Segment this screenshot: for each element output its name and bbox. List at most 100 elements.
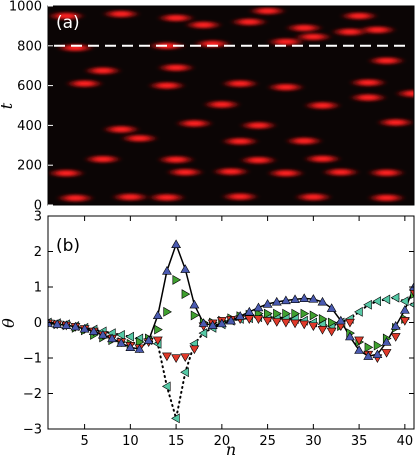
heat-spot bbox=[405, 91, 414, 96]
panel-b-xlabel: n bbox=[226, 440, 236, 459]
heat-spot bbox=[359, 80, 378, 85]
data-point-0 bbox=[280, 295, 291, 305]
heat-spot bbox=[340, 29, 359, 35]
data-point-3 bbox=[381, 294, 391, 305]
x-tick-label: 30 bbox=[305, 434, 322, 449]
data-point-0 bbox=[317, 296, 328, 306]
panel-a-y-axis: 0 200 400 600 800 1000 bbox=[9, 0, 53, 214]
heat-spot bbox=[57, 170, 76, 176]
panel-a-label: (a) bbox=[56, 13, 80, 33]
data-point-0 bbox=[363, 351, 374, 360]
panel-a: (a) 0 200 400 600 800 1000 t bbox=[0, 0, 415, 214]
heat-spot bbox=[194, 22, 213, 28]
data-point-2 bbox=[282, 308, 291, 319]
data-point-0 bbox=[107, 333, 117, 343]
data-point-0 bbox=[235, 311, 246, 320]
data-point-0 bbox=[390, 321, 401, 330]
heat-spot bbox=[75, 81, 94, 86]
heat-spot bbox=[276, 84, 295, 90]
heat-spot bbox=[350, 13, 369, 19]
data-point-0 bbox=[216, 318, 227, 328]
data-point-0 bbox=[171, 239, 182, 248]
data-point-3 bbox=[354, 306, 363, 317]
x-tick-label: 15 bbox=[168, 434, 185, 449]
heat-spot bbox=[112, 127, 131, 132]
data-point-1 bbox=[290, 319, 300, 329]
data-point-0 bbox=[299, 293, 310, 302]
heat-spot bbox=[66, 195, 85, 201]
data-point-0 bbox=[79, 323, 90, 333]
data-point-1 bbox=[244, 315, 255, 324]
heat-spot bbox=[231, 81, 250, 86]
data-point-3 bbox=[363, 299, 372, 310]
data-point-1 bbox=[189, 345, 200, 355]
data-point-2 bbox=[135, 337, 145, 347]
data-point-2 bbox=[172, 274, 182, 285]
data-point-2 bbox=[273, 308, 282, 319]
x-tick-label: 20 bbox=[214, 434, 231, 449]
data-point-1 bbox=[326, 327, 337, 337]
y-tick-label: −3 bbox=[23, 423, 42, 438]
data-point-1 bbox=[262, 317, 273, 326]
heat-spot bbox=[377, 195, 396, 201]
y-tick-label: 0 bbox=[34, 199, 42, 214]
data-point-2 bbox=[300, 308, 310, 319]
y-tick-label: 400 bbox=[17, 119, 42, 134]
data-point-2 bbox=[154, 324, 163, 335]
heat-spot bbox=[313, 103, 332, 108]
heat-spot bbox=[368, 27, 387, 33]
y-tick-label: 800 bbox=[17, 39, 42, 54]
data-point-3 bbox=[408, 301, 414, 308]
heat-spot bbox=[212, 102, 231, 107]
data-point-0 bbox=[125, 342, 136, 351]
heat-spot bbox=[93, 157, 112, 162]
heat-spot bbox=[93, 68, 112, 73]
y-tick-label: 1 bbox=[34, 281, 42, 296]
data-point-2 bbox=[264, 308, 273, 319]
data-point-0 bbox=[198, 318, 209, 327]
heat-spot bbox=[304, 194, 323, 200]
data-point-0 bbox=[134, 344, 145, 353]
data-point-0 bbox=[143, 335, 154, 344]
data-point-0 bbox=[372, 349, 383, 359]
x-tick-label: 35 bbox=[351, 434, 368, 449]
data-point-3 bbox=[399, 296, 409, 307]
data-point-2 bbox=[309, 310, 319, 321]
heat-spot bbox=[276, 39, 295, 45]
data-point-0 bbox=[207, 320, 218, 329]
y-tick-label: 2 bbox=[34, 245, 42, 260]
x-tick-label: 5 bbox=[80, 434, 88, 449]
data-point-2 bbox=[181, 289, 191, 300]
heat-spot bbox=[167, 15, 186, 21]
heat-spot bbox=[276, 170, 295, 176]
heat-spot bbox=[386, 120, 405, 125]
data-point-2 bbox=[291, 308, 301, 319]
heat-spot bbox=[130, 136, 149, 141]
y-tick-label: −1 bbox=[23, 352, 42, 367]
panel-b-x-axis: 5 10 15 20 25 30 35 40 bbox=[80, 216, 413, 449]
data-point-0 bbox=[61, 320, 72, 329]
data-point-3 bbox=[390, 292, 400, 303]
data-point-1 bbox=[381, 349, 392, 358]
data-point-2 bbox=[190, 310, 200, 321]
data-point-0 bbox=[52, 319, 63, 328]
data-point-0 bbox=[116, 338, 127, 347]
data-point-1 bbox=[409, 288, 414, 298]
data-point-0 bbox=[97, 329, 108, 339]
heat-spot bbox=[157, 195, 176, 200]
data-point-0 bbox=[335, 315, 346, 325]
data-point-3 bbox=[161, 381, 171, 392]
data-point-2 bbox=[328, 317, 337, 328]
data-point-0 bbox=[399, 305, 410, 314]
data-point-1 bbox=[354, 336, 365, 346]
data-point-0 bbox=[345, 331, 355, 341]
y-tick-label: 0 bbox=[34, 316, 42, 331]
heat-spot bbox=[258, 8, 277, 14]
series-markers bbox=[48, 239, 414, 424]
heat-spot bbox=[240, 19, 259, 25]
y-tick-label: −2 bbox=[23, 387, 42, 402]
data-point-1 bbox=[399, 317, 410, 326]
data-point-0 bbox=[409, 281, 414, 291]
data-point-1 bbox=[299, 320, 310, 330]
